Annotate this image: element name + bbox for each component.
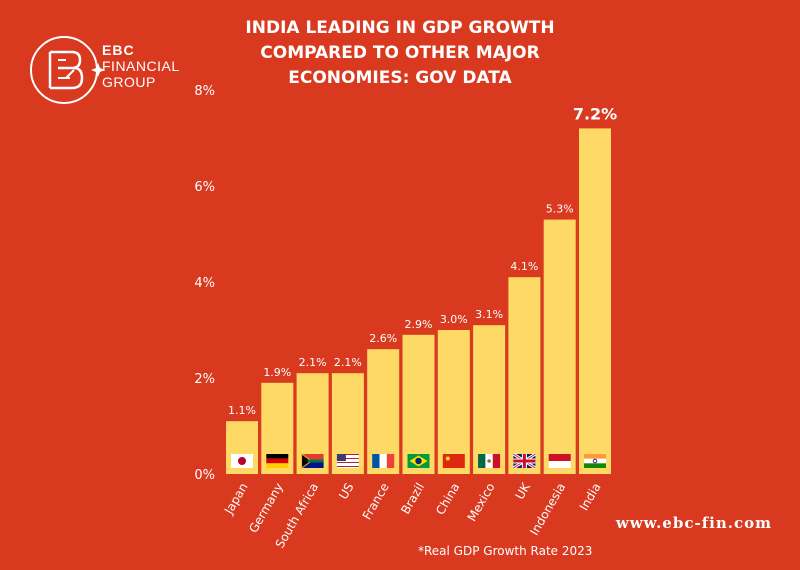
y-tick-label: 8%	[194, 84, 215, 99]
value-label: 3.1%	[475, 308, 503, 321]
value-label: 7.2%	[573, 104, 617, 123]
title-line-1: INDIA LEADING IN GDP GROWTH	[245, 18, 555, 38]
title-line-2: COMPARED TO OTHER MAJOR	[260, 43, 540, 63]
category-label: Mexico	[465, 480, 498, 523]
title-line-3: ECONOMIES: GOV DATA	[288, 68, 512, 88]
indonesia-flag-icon	[548, 454, 571, 468]
category-label: Indonesia	[527, 481, 568, 538]
chart-title: INDIA LEADING IN GDP GROWTH COMPARED TO …	[205, 16, 595, 91]
brand-line-2: GROUP	[102, 74, 156, 90]
y-tick-label: 0%	[194, 468, 215, 483]
value-label: 2.9%	[405, 318, 433, 331]
category-label: UK	[513, 480, 534, 502]
value-label: 1.1%	[228, 404, 256, 417]
brand-line-1: FINANCIAL	[102, 58, 180, 74]
bar-india	[579, 128, 611, 474]
y-tick-label: 6%	[194, 180, 215, 195]
category-label: Germany	[246, 481, 286, 536]
india-flag-icon	[584, 454, 606, 468]
y-tick-label: 2%	[194, 372, 215, 387]
website-link[interactable]: www.ebc-fin.com	[615, 514, 772, 532]
south-africa-flag-icon	[301, 453, 324, 469]
bar-brazil	[402, 334, 435, 474]
value-label: 2.6%	[369, 332, 397, 345]
value-label: 1.9%	[263, 366, 291, 379]
mexico-flag-icon	[478, 454, 501, 468]
bar-indonesia	[543, 219, 576, 474]
value-label: 5.3%	[546, 203, 574, 216]
category-label: France	[360, 481, 392, 523]
value-label: 2.1%	[334, 356, 362, 369]
category-label: Brazil	[398, 481, 427, 517]
category-label: India	[577, 481, 604, 514]
us-flag-icon	[336, 454, 359, 468]
china-flag-icon	[442, 454, 465, 468]
category-label: China	[433, 481, 462, 518]
bar-france	[367, 349, 400, 474]
france-flag-icon	[372, 454, 395, 468]
bar-china	[437, 330, 470, 474]
japan-flag-icon	[231, 454, 253, 468]
y-tick-label: 4%	[194, 276, 215, 291]
logo-text: EBC FINANCIAL GROUP	[102, 42, 180, 90]
bar-mexico	[473, 325, 506, 474]
brazil-flag-icon	[407, 454, 430, 468]
uk-flag-icon	[512, 452, 537, 470]
brand-name: EBC	[102, 42, 135, 58]
value-label: 4.1%	[510, 260, 538, 273]
footnote: *Real GDP Growth Rate 2023	[418, 544, 593, 558]
category-label: US	[336, 481, 356, 502]
germany-flag-icon	[266, 454, 289, 468]
category-label: Japan	[221, 481, 250, 518]
value-label: 2.1%	[299, 356, 327, 369]
value-label: 3.0%	[440, 313, 468, 326]
bar-uk	[508, 277, 541, 474]
ebc-logo-icon	[30, 36, 105, 104]
